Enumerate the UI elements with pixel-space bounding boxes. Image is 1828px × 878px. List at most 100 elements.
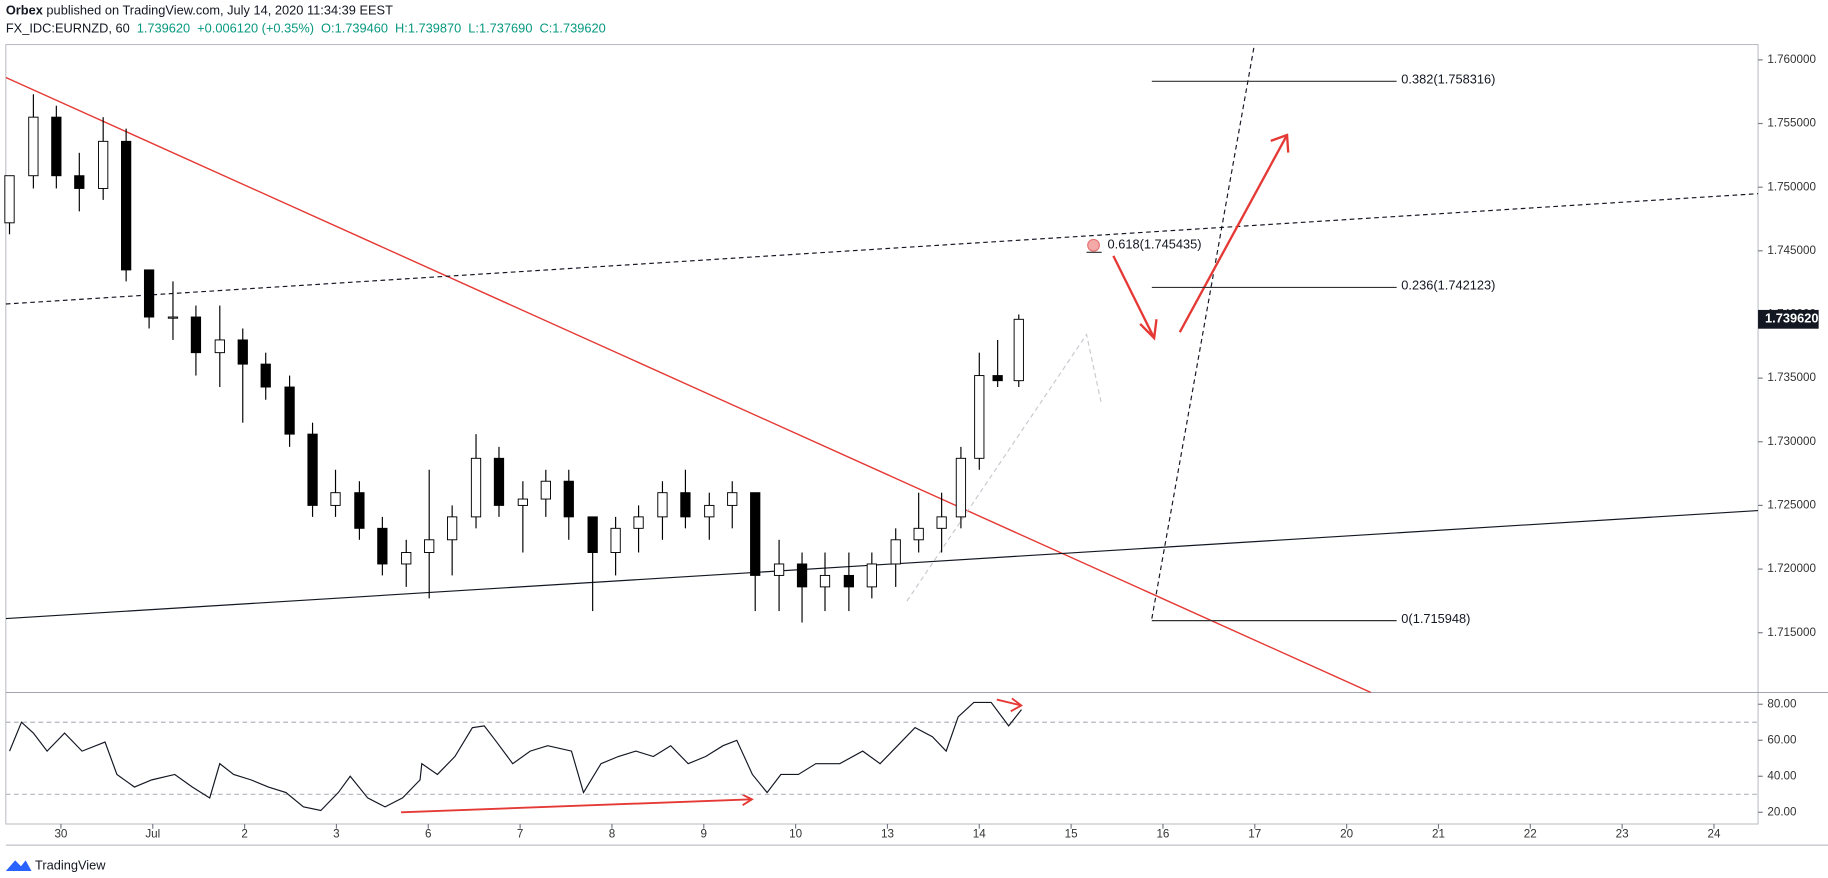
x-tick-label: 15 [1065,828,1078,841]
y-tick-label: 80.00 [1767,697,1797,710]
y-tick-label: 60.00 [1767,733,1797,746]
candle-body [51,116,62,177]
y-tick-label: 1.730000 [1767,435,1816,448]
x-tick-label: 23 [1616,828,1629,841]
support-line [5,510,1759,620]
y-tick-label: 1.735000 [1767,371,1816,384]
candle-body [493,457,505,506]
candle-body [633,516,644,529]
fib-label: 0.618(1.745435) [1108,237,1202,252]
candle-body [773,563,785,576]
candle-body [260,363,271,388]
arrow-up [1178,134,1289,333]
y-tick-label: 1.745000 [1767,244,1816,257]
candle-body [517,498,528,506]
last-price-tag [1758,309,1819,329]
fib-point [1087,238,1100,252]
candle-body [167,316,179,319]
rsi-divergence-arrow [401,798,752,814]
candle-body [657,492,668,518]
fib-label: 0.236(1.742123) [1401,278,1495,293]
candle-body [121,140,132,271]
last-price-label: 1.739620 [1765,311,1818,326]
quote-value: +0.006120 (+0.35%) [197,21,314,36]
candle-body [540,480,551,500]
arrows [1112,133,1290,341]
arrow-head [1270,133,1290,153]
candle-body [4,175,15,224]
x-tick-label: 20 [1340,828,1353,841]
quote-value: O:1.739460 [321,21,388,36]
x-tick-label: 10 [789,828,802,841]
brand-logo [5,860,32,871]
author: Orbex [6,3,44,18]
candle-body [704,504,715,518]
candle-body [330,492,341,506]
y-tick-label: 1.715000 [1767,626,1816,639]
y-tick-label: 1.760000 [1767,53,1816,66]
brand: TradingView [35,858,106,873]
quote-value: L:1.737690 [468,21,532,36]
candle-body [447,516,458,541]
candle-body [190,316,202,354]
x-tick-label: 24 [1707,828,1720,841]
x-tick-label: 17 [1248,828,1261,841]
x-tick-label: 6 [425,828,431,841]
quote-value: C:1.739620 [539,21,605,36]
candle-body [936,516,947,529]
candle-body [424,539,435,553]
x-tick-label: 14 [973,828,986,841]
x-tick-label: 2 [241,828,247,841]
candle-body [354,492,365,529]
plot-frame [5,44,1759,825]
candle-body [74,175,85,189]
candle-body [587,516,598,553]
x-tick-label: 30 [54,828,67,841]
candle-body [28,116,39,177]
y-tick-label: 1.720000 [1767,562,1816,575]
candle-body [610,527,621,553]
candle-body [992,375,1003,382]
arrow-head [742,793,754,807]
candle-body [307,433,318,506]
drawings [5,44,1759,693]
y-tick-label: 40.00 [1767,769,1797,782]
arrow-down [1112,255,1156,339]
candle-body [796,563,808,588]
x-tick-label: 7 [517,828,523,841]
rsi-line [9,701,1022,812]
symbol: FX_IDC:EURNZD, 60 [6,21,130,36]
fib-label: 0.382(1.758316) [1401,72,1495,87]
fib-trend-line [1151,44,1255,619]
candle-body [470,457,482,518]
channel-line [5,193,1759,305]
x-tick-label: 9 [701,828,707,841]
x-tick-label: 13 [881,828,894,841]
candle-body [563,480,574,518]
published: published on TradingView.com, July 14, 2… [46,3,393,18]
y-tick-label: 1.750000 [1767,180,1816,193]
candle-body [819,574,831,588]
candle-body [214,339,225,354]
candle-body [377,527,388,565]
downtrend-line [5,76,1372,693]
y-tick-label: 1.755000 [1767,117,1816,130]
rsi-arrow [996,698,1022,707]
candle-body [913,527,924,541]
candles [4,94,1024,623]
arrow-head [1010,697,1023,713]
candle-body [727,492,738,506]
candle-body [866,563,877,588]
candle-body [237,339,248,365]
x-tick-label: 3 [333,828,339,841]
y-tick-label: 1.725000 [1767,498,1816,511]
candle-body [680,492,691,518]
projection-path [906,333,1103,602]
candle-body [284,386,295,435]
rsi-arrows [401,697,1023,814]
quote-value: H:1.739870 [395,21,461,36]
x-tick-label: 22 [1524,828,1537,841]
y-tick-label: 20.00 [1767,805,1797,818]
